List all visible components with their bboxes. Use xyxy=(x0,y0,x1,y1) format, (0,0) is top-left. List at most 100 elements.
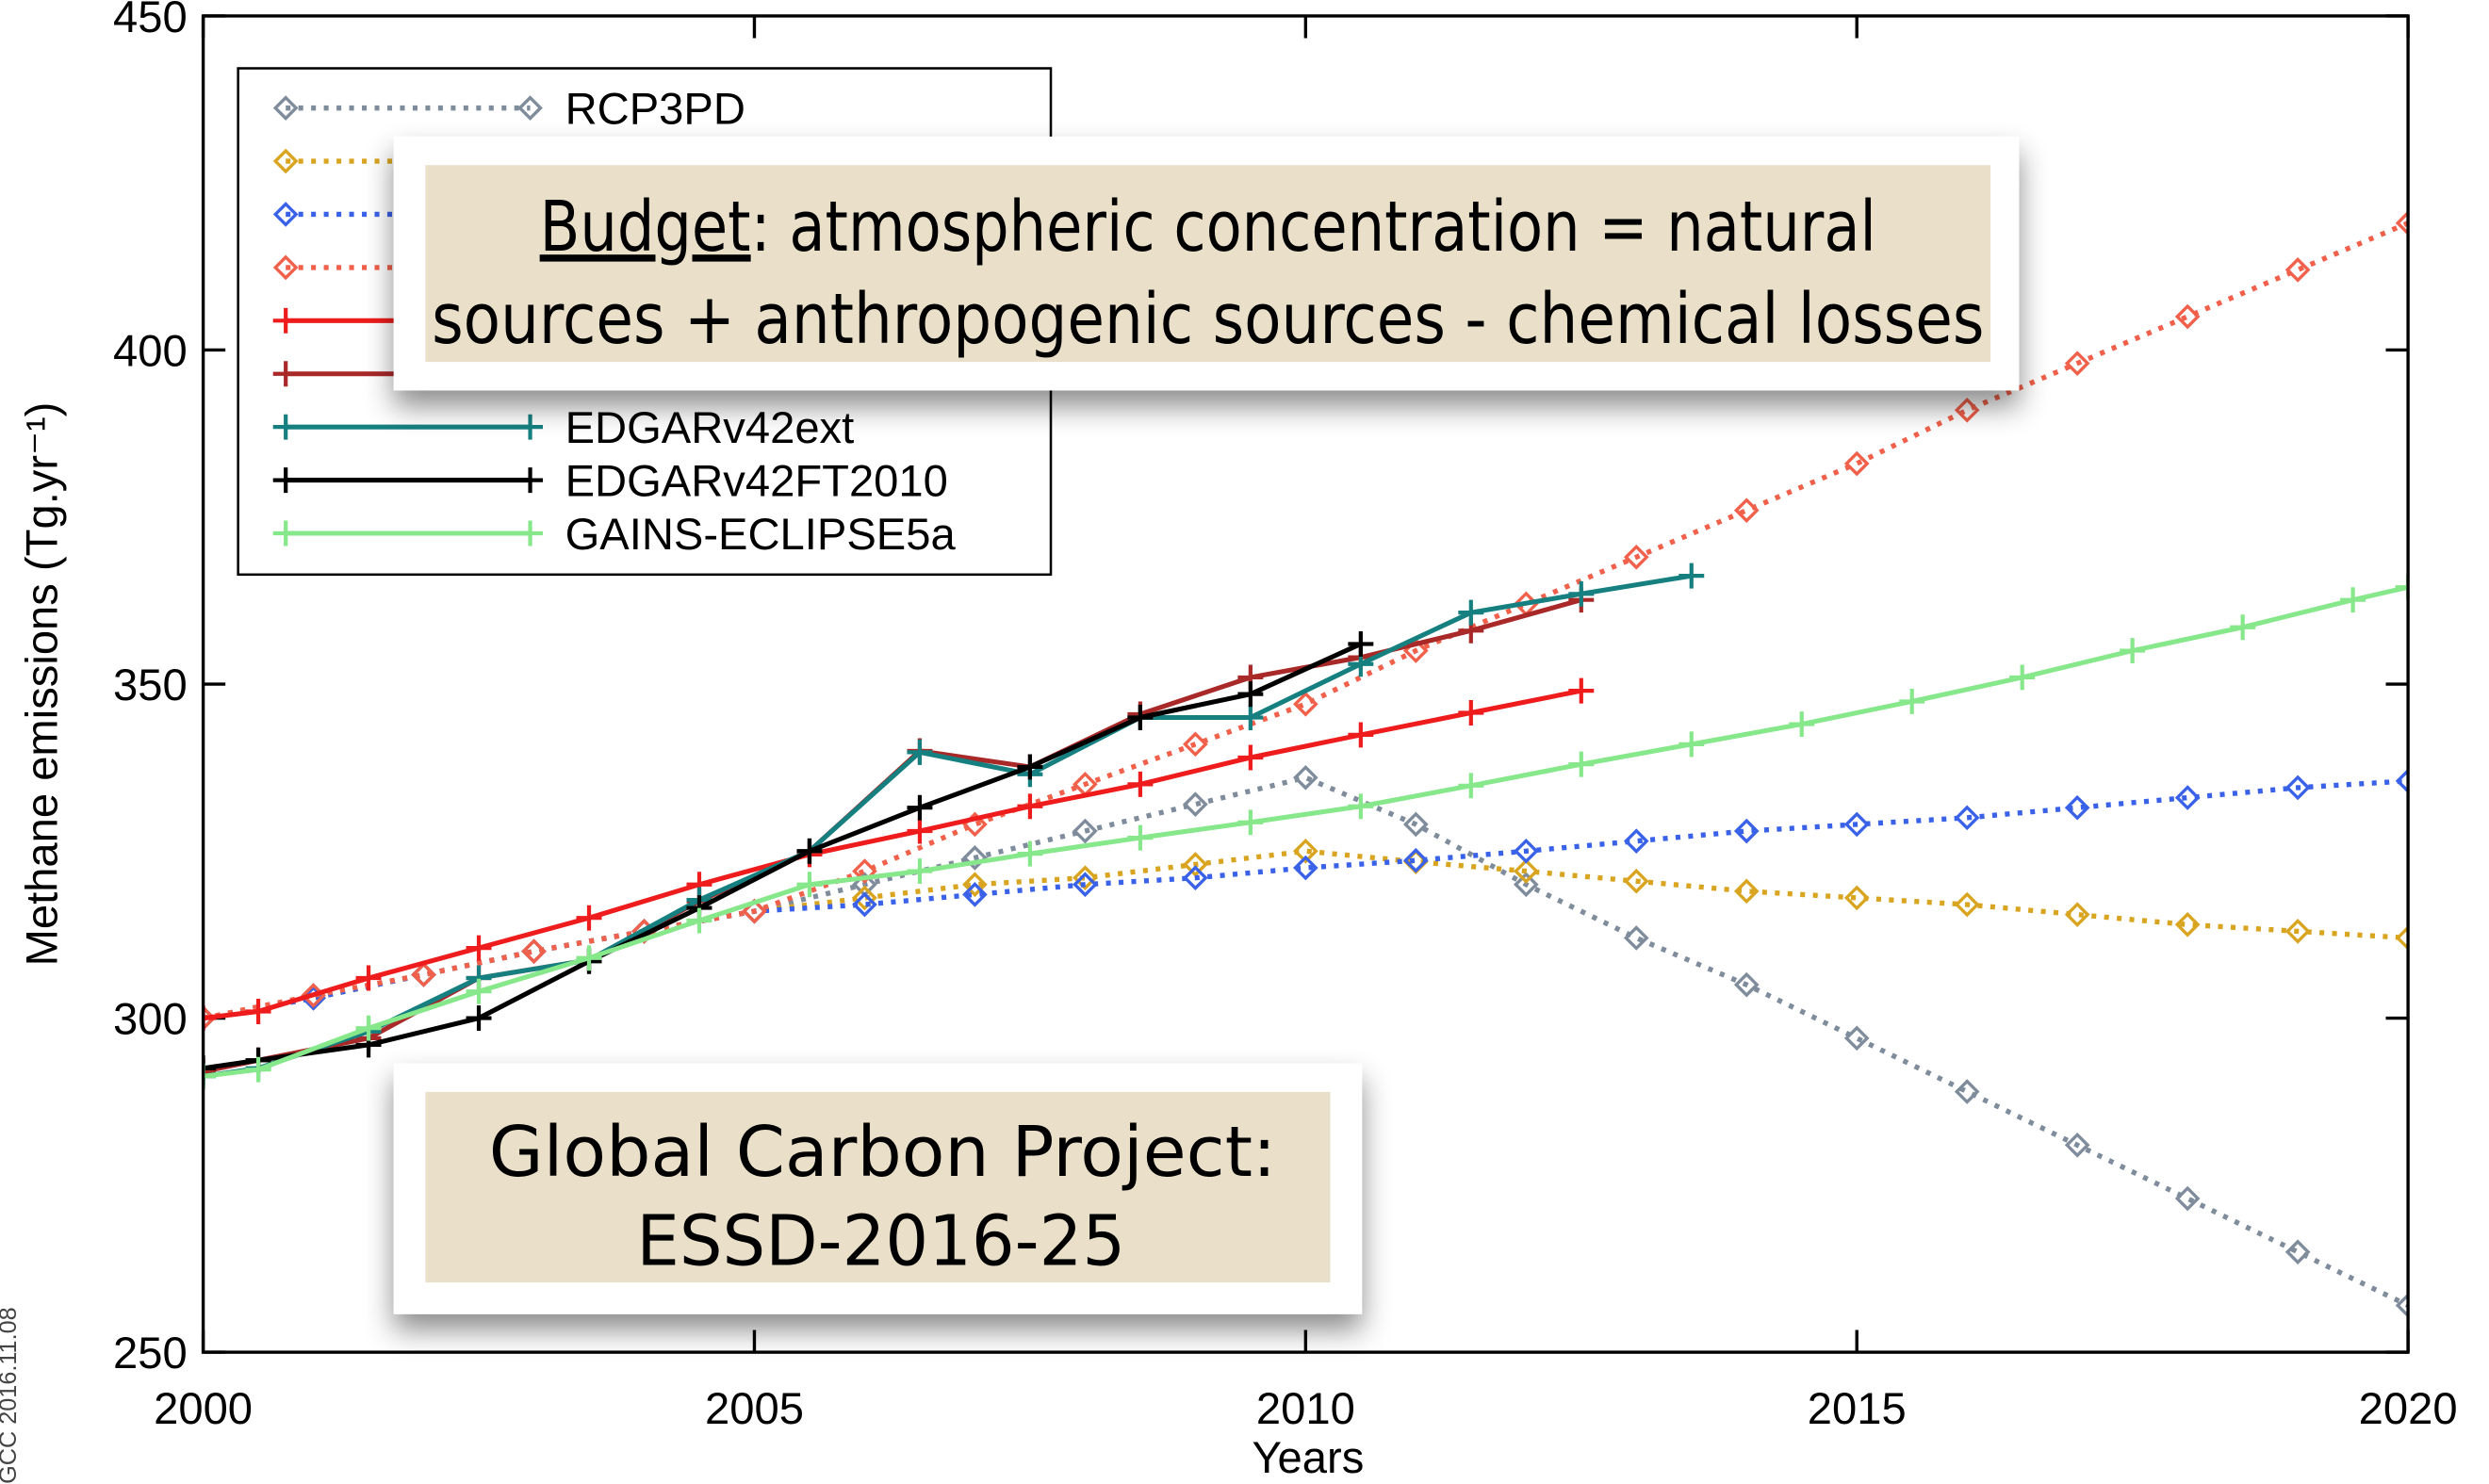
marker xyxy=(1678,563,1705,589)
marker xyxy=(2340,587,2366,613)
marker xyxy=(2174,303,2201,330)
legend-marker xyxy=(517,414,544,440)
marker xyxy=(1954,397,1980,423)
marker xyxy=(2284,1239,2311,1265)
budget-emphasis: Budget xyxy=(540,187,751,268)
budget-note: Budget: atmospheric concentration = natu… xyxy=(393,136,2020,391)
y-tick-label: 300 xyxy=(113,993,188,1043)
credit: GCC 2016.11.08 xyxy=(0,1307,22,1484)
marker xyxy=(2064,351,2090,376)
marker xyxy=(1017,754,1043,780)
marker xyxy=(907,794,933,821)
marker xyxy=(1789,711,1815,738)
legend-marker xyxy=(272,148,299,174)
budget-text: : atmospheric concentration = natural xyxy=(751,187,1876,268)
marker xyxy=(1623,544,1649,570)
marker xyxy=(2284,775,2311,801)
legend-marker xyxy=(272,520,299,546)
marker xyxy=(1293,855,1318,881)
legend-marker xyxy=(517,520,544,546)
marker xyxy=(203,1055,217,1082)
legend-marker xyxy=(272,95,299,121)
marker xyxy=(1843,811,1870,838)
marker xyxy=(1237,681,1264,708)
marker xyxy=(1733,497,1760,523)
marker xyxy=(1183,852,1208,877)
marker xyxy=(962,882,988,907)
marker xyxy=(1073,872,1098,898)
marker xyxy=(686,907,712,934)
marker xyxy=(1458,599,1484,626)
budget-line-1: Budget: atmospheric concentration = natu… xyxy=(540,187,1876,268)
marker xyxy=(1293,691,1318,717)
marker xyxy=(962,872,988,898)
x-tick-label: 2005 xyxy=(705,1383,804,1433)
marker xyxy=(245,1056,271,1083)
marker xyxy=(1348,631,1374,657)
x-tick-label: 2020 xyxy=(2359,1383,2458,1433)
marker xyxy=(203,1005,217,1032)
marker xyxy=(245,999,271,1024)
legend-marker xyxy=(517,467,544,494)
marker xyxy=(1954,805,1980,831)
plot-frame xyxy=(201,14,2410,1354)
series-line xyxy=(203,584,2409,1079)
marker xyxy=(355,965,382,991)
source-line-2: ESSD-2016-25 xyxy=(636,1200,1125,1281)
marker xyxy=(1678,731,1705,758)
marker xyxy=(2174,1185,2201,1212)
marker xyxy=(2009,664,2036,691)
legend-label: EDGARv42FT2010 xyxy=(565,455,948,505)
marker xyxy=(2230,614,2256,641)
marker xyxy=(2395,768,2409,794)
marker xyxy=(1402,811,1429,838)
marker xyxy=(1513,872,1539,898)
legend-marker xyxy=(272,361,299,387)
marker xyxy=(1183,791,1208,817)
legend-label: EDGARv42ext xyxy=(565,402,855,452)
marker xyxy=(1733,818,1760,844)
note-fill xyxy=(425,165,1991,363)
x-tick-label: 2010 xyxy=(1256,1383,1355,1433)
marker xyxy=(1733,971,1760,998)
x-tick-label: 2000 xyxy=(154,1383,253,1433)
marker xyxy=(2120,638,2146,664)
marker xyxy=(1073,865,1098,890)
series-line xyxy=(203,775,2409,1308)
marker xyxy=(576,905,602,931)
marker xyxy=(2395,574,2409,600)
marker xyxy=(1127,705,1154,730)
series-line xyxy=(203,688,1582,1021)
marker xyxy=(1843,885,1870,911)
marker xyxy=(962,845,988,871)
y-tick-label: 250 xyxy=(113,1328,188,1378)
marker xyxy=(1348,722,1374,748)
marker xyxy=(1568,580,1595,607)
y-tick-label: 400 xyxy=(113,325,188,375)
marker xyxy=(1733,878,1760,905)
x-axis-label: Years xyxy=(1252,1432,1364,1482)
marker xyxy=(1513,858,1539,884)
marker xyxy=(1568,751,1595,777)
marker xyxy=(521,938,547,964)
marker xyxy=(907,818,933,844)
marker xyxy=(355,1015,382,1041)
marker xyxy=(2174,911,2201,938)
marker xyxy=(1623,868,1649,894)
legend-label: GAINS-ECLIPSE5a xyxy=(565,509,957,559)
marker xyxy=(1954,1079,1980,1104)
marker xyxy=(1348,793,1374,820)
marker xyxy=(1127,771,1154,797)
marker xyxy=(203,1058,217,1084)
marker xyxy=(852,891,877,918)
marker xyxy=(1183,865,1208,890)
marker xyxy=(2395,210,2409,236)
legend-marker xyxy=(272,307,299,334)
marker xyxy=(907,739,933,765)
marker xyxy=(2284,257,2311,283)
marker xyxy=(1017,793,1043,820)
marker xyxy=(907,858,933,885)
marker xyxy=(1458,700,1484,726)
